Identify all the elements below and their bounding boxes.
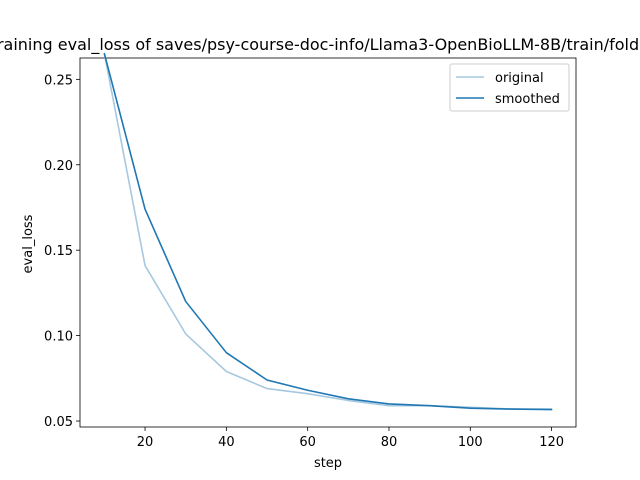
y-tick-label: 0.10 [44, 330, 73, 345]
legend-box [449, 63, 570, 112]
plot-frame [79, 57, 577, 428]
x-tick-label: 60 [299, 435, 316, 450]
y-tick-label: 0.15 [44, 244, 73, 259]
plot-area [79, 57, 577, 428]
x-tick-label: 20 [137, 435, 154, 450]
y-axis-label: eval_loss [21, 214, 36, 273]
x-tick-label: 100 [458, 435, 483, 450]
x-tick-label: 120 [539, 435, 564, 450]
y-tick-label: 0.05 [44, 415, 73, 430]
legend: original smoothed [449, 63, 570, 112]
series-line-smoothed [103, 52, 553, 411]
chart-title: training eval_loss of saves/psy-course-d… [0, 35, 640, 55]
legend-label-smoothed: smoothed [495, 92, 560, 107]
y-tick-label: 0.20 [44, 159, 73, 174]
series-layer [103, 52, 553, 411]
y-axis-ticks: 0.05 0.10 0.15 0.20 0.25 [44, 73, 80, 430]
x-axis-ticks: 20 40 60 80 100 120 [137, 427, 564, 450]
legend-label-original: original [495, 71, 544, 86]
x-axis-label: step [314, 456, 342, 471]
y-tick-label: 0.25 [44, 73, 73, 88]
x-tick-label: 40 [218, 435, 235, 450]
x-tick-label: 80 [381, 435, 398, 450]
